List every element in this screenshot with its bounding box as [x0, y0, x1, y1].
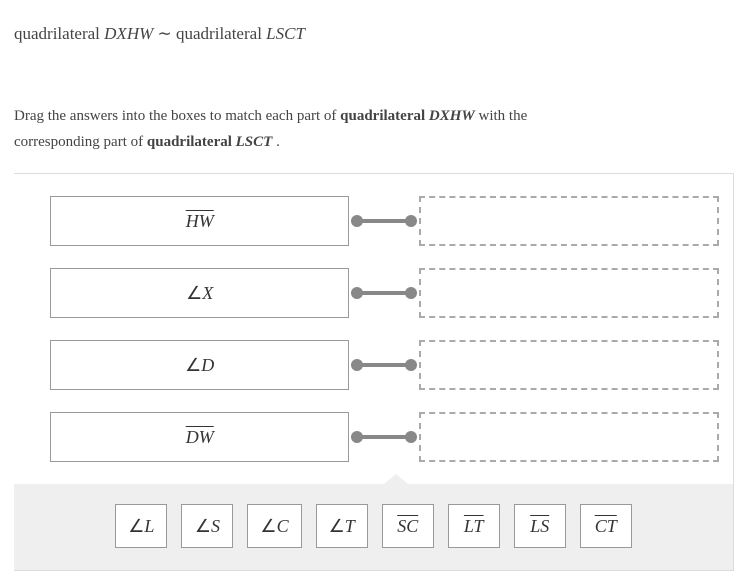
- drop-target[interactable]: [419, 340, 719, 390]
- source-box: HW: [50, 196, 349, 246]
- instr-bold2-prefix: quadrilateral: [147, 134, 236, 150]
- answer-choice[interactable]: LT: [448, 504, 500, 548]
- title-prefix: quadrilateral: [14, 24, 104, 43]
- connector-icon: [349, 268, 419, 318]
- source-box: ∠X: [50, 268, 349, 318]
- answer-choices-tray: ∠L ∠S ∠C ∠T SC LT LS CT: [14, 484, 733, 570]
- title-mid: quadrilateral: [176, 24, 266, 43]
- match-row: ∠D: [50, 340, 719, 390]
- instr-bold1-prefix: quadrilateral: [340, 108, 429, 124]
- answer-choice[interactable]: ∠C: [247, 504, 301, 548]
- drop-target[interactable]: [419, 196, 719, 246]
- instr-1a: Drag the answers into the boxes to match…: [14, 108, 340, 124]
- title-quad2: LSCT: [266, 24, 305, 43]
- instructions: Drag the answers into the boxes to match…: [14, 104, 734, 155]
- match-row: ∠X: [50, 268, 719, 318]
- match-row: HW: [50, 196, 719, 246]
- answer-choice[interactable]: ∠T: [316, 504, 368, 548]
- instr-bold1-math: DXHW: [429, 108, 475, 124]
- connector-icon: [349, 196, 419, 246]
- similarity-statement: quadrilateral DXHW ∼ quadrilateral LSCT: [14, 24, 734, 44]
- answer-choice[interactable]: ∠S: [181, 504, 233, 548]
- connector-icon: [349, 412, 419, 462]
- answer-choice[interactable]: ∠L: [115, 504, 167, 548]
- drop-target[interactable]: [419, 268, 719, 318]
- answer-choice[interactable]: SC: [382, 504, 434, 548]
- title-tilde: ∼: [153, 24, 176, 43]
- answer-choice[interactable]: LS: [514, 504, 566, 548]
- instr-1b: with the: [475, 108, 528, 124]
- source-box: DW: [50, 412, 349, 462]
- instr-2b: .: [272, 134, 280, 150]
- match-row: DW: [50, 412, 719, 462]
- title-quad1: DXHW: [104, 24, 153, 43]
- instr-2a: corresponding part of: [14, 134, 147, 150]
- answer-choice[interactable]: CT: [580, 504, 632, 548]
- connector-icon: [349, 340, 419, 390]
- source-box: ∠D: [50, 340, 349, 390]
- instr-bold2-math: LSCT: [236, 134, 273, 150]
- drop-target[interactable]: [419, 412, 719, 462]
- matching-panel: HW ∠X ∠D DW ∠L ∠S ∠C ∠T SC LT LS CT: [14, 173, 734, 571]
